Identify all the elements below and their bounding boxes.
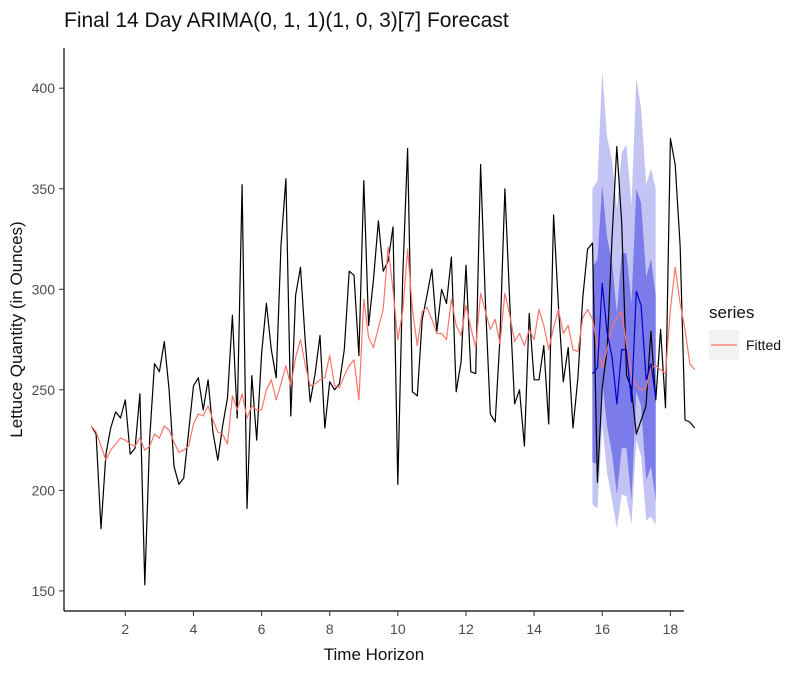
y-tick-label: 400	[32, 80, 56, 96]
series-lines	[90, 137, 696, 586]
y-tick-label: 300	[32, 281, 56, 297]
y-tick-label: 350	[32, 181, 56, 197]
x-tick-label: 18	[663, 621, 679, 637]
chart-title: Final 14 Day ARIMA(0, 1, 1)(1, 0, 3)[7] …	[64, 9, 509, 32]
x-axis-title: Time Horizon	[324, 645, 424, 664]
x-tick-label: 12	[458, 621, 474, 637]
x-tick-label: 6	[258, 621, 266, 637]
y-ticks: 150 200 250 300 350 400	[32, 80, 64, 599]
axes	[63, 48, 684, 612]
series-line-actual	[90, 137, 696, 586]
legend-title: series	[709, 303, 754, 322]
x-tick-label: 2	[121, 621, 129, 637]
x-tick-label: 14	[526, 621, 542, 637]
x-tick-label: 8	[326, 621, 334, 637]
x-tick-label: 16	[594, 621, 610, 637]
y-tick-label: 200	[32, 482, 56, 498]
y-axis-title: Lettuce Quantity (in Ounces)	[7, 221, 26, 437]
series-line-forecast	[591, 282, 657, 405]
forecast-band-80	[592, 184, 656, 501]
x-tick-label: 10	[390, 621, 406, 637]
series-line-fitted	[90, 246, 696, 461]
x-ticks: 2 4 6 8 10 12 14 16 18	[121, 611, 678, 637]
y-tick-label: 150	[32, 583, 56, 599]
legend-label-fitted: Fitted	[746, 337, 781, 353]
y-tick-label: 250	[32, 382, 56, 398]
legend: series Fitted	[709, 303, 781, 360]
x-tick-label: 4	[190, 621, 198, 637]
